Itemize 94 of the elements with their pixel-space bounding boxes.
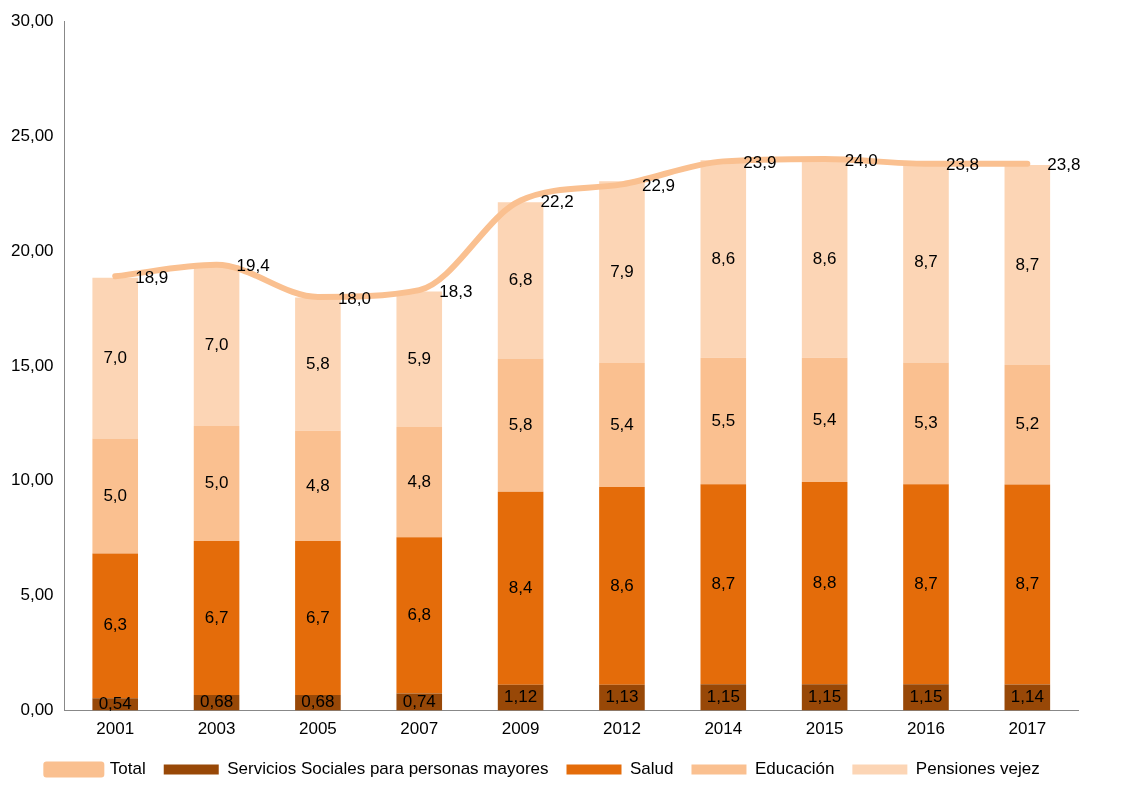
x-tick-label: 2015 <box>805 719 844 739</box>
data-label: 23,8 <box>945 155 980 175</box>
y-tick-label: 20,00 <box>10 240 54 260</box>
bar <box>193 426 240 542</box>
x-tick-label: 2003 <box>197 719 236 739</box>
y-tick-label: 25,00 <box>10 125 54 145</box>
data-label: 8,6 <box>610 575 634 595</box>
x-tick-label: 2012 <box>603 719 641 739</box>
data-label: 5,5 <box>711 410 736 430</box>
bar <box>396 427 443 538</box>
data-label: 8,6 <box>812 248 837 268</box>
data-label: 5,9 <box>407 348 432 368</box>
bar <box>497 491 544 685</box>
data-label: 8,7 <box>711 573 736 593</box>
x-tick-label: 2001 <box>96 719 135 739</box>
x-tick-label: 2016 <box>907 719 945 739</box>
data-label: 8,6 <box>711 248 736 268</box>
data-label: 0,68 <box>200 692 234 712</box>
data-label: 23,8 <box>1047 155 1081 175</box>
bar <box>599 181 645 363</box>
data-label: 1,15 <box>808 687 842 707</box>
data-label: 0,68 <box>301 692 335 712</box>
data-label: 7,0 <box>103 347 128 367</box>
x-tick-label: 2005 <box>298 719 337 739</box>
bar <box>599 487 645 685</box>
y-tick-label: 15,00 <box>10 355 54 375</box>
data-label: 8,7 <box>1015 254 1040 274</box>
data-label: 22,2 <box>540 192 574 212</box>
data-label: 5,0 <box>103 485 128 505</box>
data-label: 1,13 <box>605 687 639 707</box>
bar <box>801 357 848 482</box>
data-label: 4,8 <box>306 475 330 495</box>
data-label: 1,14 <box>1010 687 1044 707</box>
data-label: 24,0 <box>844 150 878 170</box>
x-tick-label: 2014 <box>704 719 743 739</box>
y-tick-label: 30,00 <box>10 10 54 30</box>
bar <box>396 537 443 694</box>
bar <box>92 438 139 554</box>
bar <box>92 553 139 699</box>
data-label: 8,4 <box>508 578 533 598</box>
legend-label: Total <box>109 759 146 779</box>
data-label: 23,9 <box>743 153 777 173</box>
bar <box>700 484 747 685</box>
data-label: 1,15 <box>706 687 740 707</box>
data-label: 6,8 <box>508 270 533 290</box>
bar <box>497 358 544 492</box>
bar <box>801 481 848 685</box>
x-tick-label: 2017 <box>1008 719 1047 739</box>
legend-label: Pensiones vejez <box>915 759 1040 779</box>
data-label: 1,15 <box>909 687 943 707</box>
bar <box>903 484 949 685</box>
y-tick-label: 5,00 <box>20 585 54 605</box>
data-label: 7,9 <box>610 261 634 281</box>
data-label: 18,3 <box>439 281 473 301</box>
data-label: 4,8 <box>407 471 432 491</box>
bar <box>193 541 240 695</box>
data-label: 1,12 <box>504 687 538 707</box>
data-label: 8,7 <box>1015 574 1040 594</box>
data-label: 6,7 <box>306 607 330 627</box>
data-label: 6,8 <box>407 605 432 625</box>
data-label: 5,4 <box>812 409 837 429</box>
bar <box>700 357 747 485</box>
data-label: 18,9 <box>135 267 169 287</box>
bar <box>295 297 341 431</box>
x-tick-label: 2007 <box>400 719 439 739</box>
legend-label: Educación <box>754 759 835 779</box>
data-label: 8,7 <box>914 252 938 272</box>
legend-label: Servicios Sociales para personas mayores <box>227 759 549 779</box>
data-label: 6,7 <box>204 607 229 627</box>
legend-label: Salud <box>630 759 674 779</box>
y-tick-label: 10,00 <box>10 470 54 490</box>
data-label: 7,0 <box>204 335 229 355</box>
bar <box>295 430 341 542</box>
data-label: 5,3 <box>914 413 938 433</box>
bar <box>295 541 341 695</box>
data-label: 5,0 <box>204 473 229 493</box>
data-label: 8,8 <box>812 572 837 592</box>
data-label: 0,74 <box>402 691 436 711</box>
data-label: 5,2 <box>1015 414 1040 434</box>
bar <box>903 362 949 485</box>
data-label: 18,0 <box>337 288 371 308</box>
data-label: 8,7 <box>914 573 938 593</box>
data-label: 5,4 <box>610 414 634 434</box>
data-label: 0,54 <box>98 694 132 714</box>
bar <box>1004 484 1051 685</box>
data-label: 5,8 <box>508 414 533 434</box>
data-label: 22,9 <box>641 176 676 196</box>
data-label: 19,4 <box>236 256 270 276</box>
y-tick-label: 0,00 <box>20 700 54 720</box>
bar <box>1004 364 1051 485</box>
data-label: 5,8 <box>306 353 330 373</box>
data-label: 6,3 <box>103 615 128 635</box>
x-tick-label: 2009 <box>501 719 540 739</box>
bar <box>599 362 645 488</box>
